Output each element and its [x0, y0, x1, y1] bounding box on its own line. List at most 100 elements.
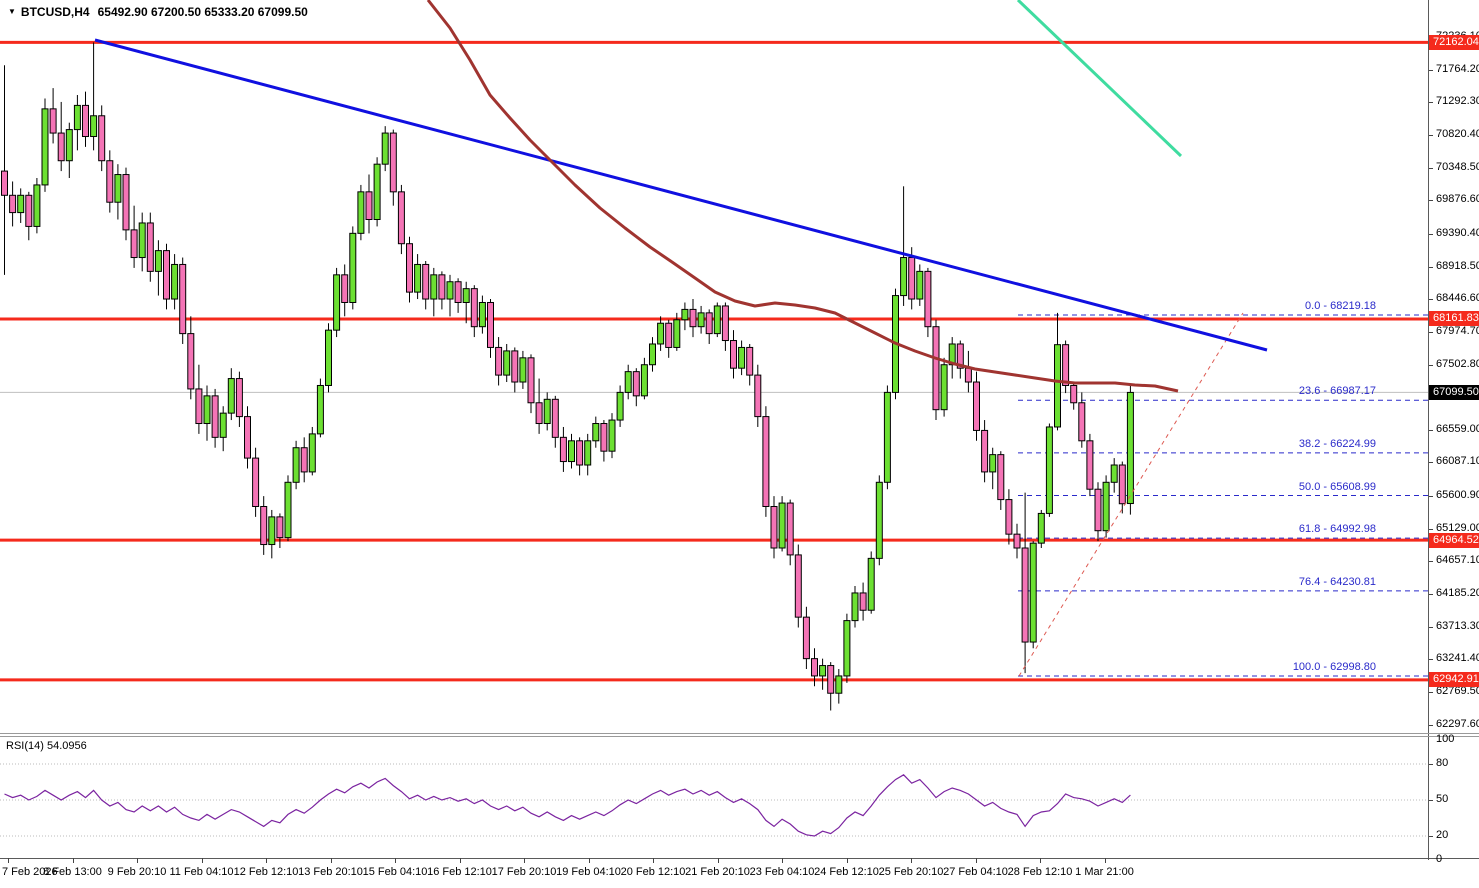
candlestick-chart[interactable] [0, 0, 1429, 733]
price-axis-tick [1429, 593, 1433, 595]
time-axis-tick [717, 858, 719, 863]
fibonacci-labels: 0.0 - 68219.18 23.6 - 66987.17 38.2 - 6622… [1292, 300, 1376, 674]
price-axis-label: 70820.40 [1436, 128, 1479, 141]
price-axis[interactable]: 72236.10 71764.20 71292.30 70820.40 70348.50… [1429, 0, 1479, 733]
price-axis-label: 69876.60 [1436, 193, 1479, 206]
price-axis-tick [1429, 626, 1433, 628]
time-axis-label: 19 Feb 04:10 [556, 866, 621, 878]
time-axis-tick [137, 858, 138, 863]
time-axis-label: 13 Feb 20:10 [298, 866, 363, 878]
ascending-dashed-trendline[interactable] [1018, 312, 1244, 677]
fib-level-label: 23.6 - 66987.17 [1298, 385, 1376, 398]
time-axis-label: 27 Feb 04:10 [943, 866, 1008, 878]
price-axis-label: 68446.60 [1436, 292, 1479, 305]
price-axis-label: 68918.50 [1436, 259, 1479, 272]
price-axis-tick [1429, 724, 1433, 726]
time-axis-tick [975, 858, 977, 863]
time-axis-label: 20 Feb 12:10 [620, 866, 686, 878]
price-axis-label: 70348.50 [1436, 160, 1479, 173]
price-axis-label: 66559.00 [1436, 422, 1479, 435]
price-axis-label: 67030.90 [1436, 390, 1479, 403]
price-axis-tick [1429, 102, 1433, 104]
price-axis-label: 71764.20 [1436, 62, 1479, 75]
time-axis-tick [1104, 858, 1106, 863]
rsi-pane-bottom-border [0, 858, 1479, 859]
time-axis-label: 16 Feb 12:10 [427, 866, 492, 878]
pane-separator-bottom[interactable] [0, 736, 1479, 737]
time-axis-label: 25 Feb 20:10 [878, 866, 944, 878]
price-axis-label: 62297.60 [1436, 717, 1479, 730]
symbol-timeframe-label: BTCUSD,H4 [20, 5, 90, 19]
rsi-axis-label: 0 [1436, 853, 1443, 865]
time-axis-tick [395, 858, 396, 863]
green-trendline[interactable] [1016, 0, 1183, 158]
price-axis-label: 62769.50 [1436, 684, 1479, 697]
fib-level-label: 100.0 - 62998.80 [1292, 661, 1376, 674]
time-axis-label: 28 Feb 12:10 [1007, 866, 1073, 878]
time-axis-tick [846, 858, 848, 863]
price-axis-label: 63713.30 [1436, 619, 1479, 632]
price-axis-label: 64657.10 [1436, 554, 1479, 567]
price-axis-tick [1429, 528, 1433, 530]
time-axis-label: 24 Feb 12:10 [814, 866, 879, 878]
fibonacci-lines [1018, 314, 1429, 677]
price-axis-tick [1429, 266, 1433, 268]
price-axis-label: 67502.80 [1436, 357, 1479, 370]
time-axis-tick [653, 858, 654, 863]
fib-level-label: 50.0 - 65608.99 [1298, 480, 1376, 493]
price-axis-tick [1429, 496, 1433, 498]
price-axis-label: 63241.40 [1436, 652, 1479, 665]
price-axis-label: 65600.90 [1436, 489, 1479, 502]
price-axis-tick [1429, 135, 1433, 137]
price-axis-tick [1429, 659, 1433, 661]
time-axis-label: 17 Feb 20:10 [491, 866, 557, 878]
price-axis-tick [1429, 69, 1433, 71]
rsi-axis-label: 80 [1436, 757, 1449, 769]
blue-trendline[interactable] [94, 38, 1268, 352]
time-axis-tick [1040, 858, 1041, 863]
time-axis-label: 11 Feb 04:10 [169, 866, 234, 878]
symbol-dropdown-icon[interactable]: ▼ [8, 7, 16, 16]
price-axis-tick [1429, 462, 1433, 464]
time-axis-label: 1 Mar 21:00 [1075, 866, 1134, 878]
time-axis-tick [782, 858, 783, 863]
price-axis-tick [1429, 331, 1433, 333]
time-axis-label: 7 Feb 2026 [2, 866, 58, 878]
price-axis-tick [1429, 561, 1433, 563]
rsi-axis-tick [1429, 800, 1433, 801]
rsi-line [4, 774, 1131, 837]
rsi-level-lines [0, 763, 1429, 837]
time-axis-tick [201, 858, 203, 863]
price-axis-tick [1429, 233, 1433, 235]
price-axis-tick [1429, 200, 1433, 202]
time-axis-tick [524, 858, 525, 863]
price-axis-tick [1429, 167, 1433, 169]
candles-layer [1, 42, 1134, 711]
time-axis-tick [72, 858, 74, 863]
price-axis-tick [1429, 37, 1433, 39]
price-axis-tick [1429, 299, 1433, 301]
time-axis-label: 21 Feb 20:10 [685, 866, 750, 878]
fib-level-label: 76.4 - 64230.81 [1298, 575, 1376, 588]
price-axis-tick [1429, 364, 1433, 366]
ohlc-values: 65492.90 67200.50 65333.20 67099.50 [97, 5, 308, 19]
axis-separator-line [1428, 0, 1429, 860]
rsi-chart[interactable] [0, 737, 1429, 858]
time-axis-label: 12 Feb 12:10 [233, 866, 299, 878]
time-axis[interactable]: 7 Feb 2026 8 Feb 13:00 9 Feb 20:10 11 Feb 0… [0, 858, 1479, 888]
rsi-axis-label: 20 [1436, 829, 1449, 841]
time-axis-tick [8, 858, 9, 863]
fib-level-label: 38.2 - 66224.99 [1298, 437, 1376, 450]
price-axis-label: 69390.40 [1436, 226, 1479, 239]
pane-separator-top[interactable] [0, 733, 1479, 734]
time-axis-label: 8 Feb 13:00 [43, 866, 102, 878]
price-axis-label: 64185.20 [1436, 586, 1479, 599]
time-axis-tick [330, 858, 332, 863]
rsi-axis-tick [1429, 764, 1433, 765]
time-axis-tick [911, 858, 912, 863]
price-axis-tick [1429, 397, 1433, 399]
rsi-axis[interactable]: 100 80 50 20 0 [1429, 733, 1479, 888]
time-axis-label: 23 Feb 04:10 [749, 866, 815, 878]
price-axis-label: 72236.10 [1436, 30, 1479, 43]
time-axis-tick [459, 858, 461, 863]
